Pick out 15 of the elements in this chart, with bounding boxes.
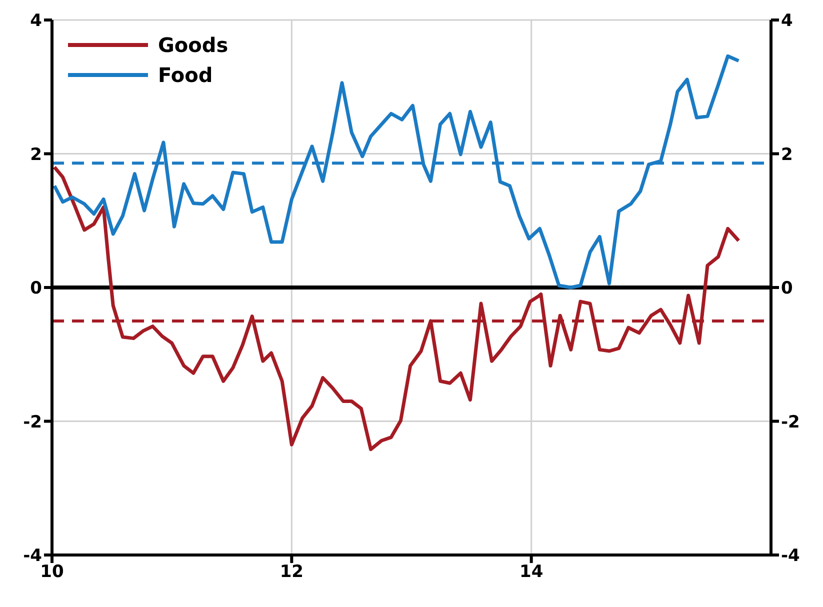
y-tick-label: 0 — [30, 278, 42, 299]
x-tick-label: 14 — [519, 562, 544, 582]
y2-tick-label: 0 — [781, 278, 793, 299]
y2-tick-label: -2 — [781, 412, 800, 432]
y2-tick-label: -4 — [781, 546, 800, 566]
x-tick-label: 12 — [280, 562, 304, 582]
x-tick-label: 10 — [40, 562, 64, 582]
legend-label: Food — [158, 63, 213, 87]
y2-tick-label: 2 — [781, 144, 793, 165]
legend-label: Goods — [158, 33, 228, 57]
y-tick-label: 2 — [30, 144, 42, 165]
y-tick-label: 4 — [30, 11, 42, 32]
y2-tick-label: 4 — [781, 11, 793, 32]
y-tick-label: -4 — [23, 546, 42, 566]
y-tick-label: -2 — [23, 412, 42, 432]
